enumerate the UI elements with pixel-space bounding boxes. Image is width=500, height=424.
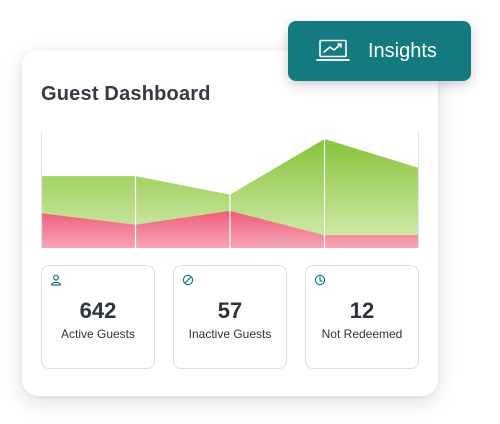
stat-label: Inactive Guests bbox=[188, 327, 272, 341]
stats-row: 642 Active Guests 57 Inactive Guests 12 … bbox=[41, 265, 419, 369]
insights-button[interactable]: Insights bbox=[288, 21, 471, 81]
stat-value: 642 bbox=[79, 298, 117, 323]
user-icon bbox=[51, 274, 61, 286]
stat-value: 12 bbox=[349, 298, 375, 323]
clock-icon bbox=[314, 274, 326, 286]
dashboard-card: Guest Dashboard 642 bbox=[22, 50, 438, 396]
laptop-chart-icon bbox=[316, 39, 350, 61]
chart-gridlines bbox=[41, 132, 419, 248]
stat-card-not-redeemed: 12 Not Redeemed bbox=[305, 265, 419, 369]
stat-card-inactive-guests: 57 Inactive Guests bbox=[173, 265, 287, 369]
dashboard-title: Guest Dashboard bbox=[41, 83, 211, 105]
stat-label: Active Guests bbox=[60, 327, 136, 341]
stat-value: 57 bbox=[217, 298, 243, 323]
stat-label: Not Redeemed bbox=[321, 327, 403, 341]
ban-icon bbox=[182, 274, 194, 286]
insights-label: Insights bbox=[368, 40, 437, 62]
area-chart bbox=[41, 132, 419, 248]
stat-card-active-guests: 642 Active Guests bbox=[41, 265, 155, 369]
